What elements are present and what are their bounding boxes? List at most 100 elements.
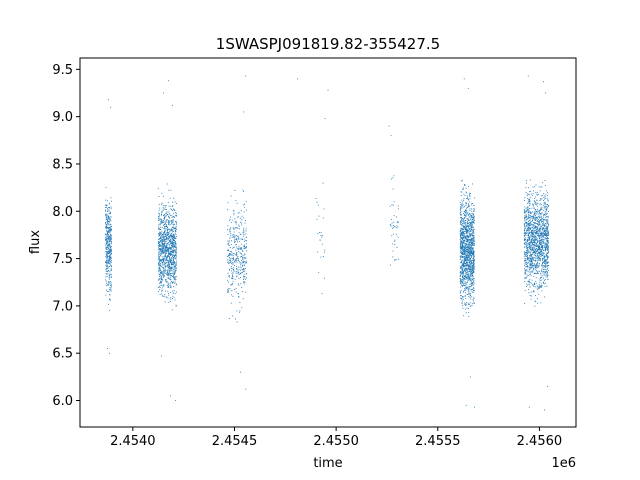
data-point: [240, 243, 242, 245]
data-point: [544, 255, 546, 257]
data-point: [465, 297, 467, 299]
data-point: [529, 259, 531, 261]
data-point: [168, 293, 169, 294]
data-point: [463, 199, 465, 201]
data-point: [163, 245, 165, 247]
data-point: [108, 247, 109, 249]
data-point: [388, 125, 390, 127]
data-point: [539, 190, 541, 192]
data-point: [546, 254, 548, 256]
data-point: [471, 252, 472, 254]
data-point: [467, 250, 468, 252]
data-point: [110, 238, 112, 240]
data-point: [170, 236, 172, 238]
data-point: [540, 209, 541, 210]
data-point: [470, 249, 471, 251]
data-point: [160, 222, 162, 224]
data-point: [524, 229, 526, 231]
data-point: [537, 256, 539, 258]
data-point: [546, 264, 548, 266]
data-point: [471, 241, 473, 243]
data-point: [531, 259, 533, 261]
data-point: [466, 210, 468, 212]
data-point: [534, 265, 536, 267]
data-point: [530, 196, 532, 198]
data-point: [171, 222, 173, 224]
data-point: [539, 252, 541, 254]
data-point: [547, 252, 548, 254]
data-point: [109, 207, 110, 209]
data-point: [106, 206, 107, 208]
data-point: [166, 252, 167, 254]
data-point: [470, 243, 472, 245]
data-point: [468, 248, 470, 250]
data-point: [164, 265, 166, 267]
data-point: [234, 241, 236, 243]
data-point: [539, 215, 541, 217]
data-point: [464, 288, 466, 290]
data-point: [174, 243, 176, 245]
data-point: [460, 233, 462, 235]
data-point: [463, 242, 465, 244]
data-point: [533, 228, 534, 229]
data-point: [525, 245, 527, 247]
data-point: [107, 268, 109, 270]
data-point: [536, 236, 538, 238]
data-point: [539, 278, 541, 280]
data-point: [460, 229, 462, 231]
data-point: [530, 231, 532, 233]
data-point: [167, 202, 169, 203]
data-point: [524, 273, 526, 274]
data-point: [526, 218, 528, 220]
data-point: [109, 255, 111, 257]
data-point: [473, 234, 475, 236]
data-point: [473, 287, 475, 289]
data-point: [526, 223, 528, 225]
data-point: [462, 282, 464, 284]
data-point: [468, 226, 470, 228]
data-point: [471, 237, 473, 239]
data-point: [533, 214, 535, 216]
data-point: [161, 290, 163, 292]
data-point: [105, 223, 106, 225]
data-point: [108, 251, 110, 253]
data-point: [543, 271, 545, 273]
data-point: [466, 272, 468, 274]
data-point: [466, 260, 468, 262]
data-point: [531, 236, 533, 238]
data-point: [320, 232, 322, 233]
data-point: [468, 216, 470, 218]
data-point: [531, 232, 533, 234]
data-point: [462, 225, 464, 227]
data-point: [460, 297, 462, 299]
data-point: [106, 285, 108, 286]
data-point: [231, 294, 233, 296]
data-point: [528, 229, 530, 231]
data-point: [111, 252, 112, 254]
data-point: [534, 239, 536, 241]
data-point: [166, 257, 168, 258]
data-point: [524, 258, 526, 260]
data-point: [170, 282, 171, 284]
data-point: [525, 215, 527, 216]
data-point: [547, 234, 549, 236]
data-point: [463, 235, 465, 237]
data-point: [460, 255, 462, 257]
data-point: [165, 263, 166, 264]
data-point: [464, 304, 466, 306]
data-point: [110, 212, 111, 214]
data-point: [541, 249, 542, 251]
data-point: [547, 233, 549, 235]
data-point: [165, 226, 167, 227]
data-point: [169, 249, 171, 251]
data-point: [243, 245, 245, 247]
data-point: [461, 214, 462, 216]
data-point: [109, 254, 111, 256]
data-point: [167, 286, 169, 288]
data-point: [545, 228, 547, 230]
data-point: [236, 237, 237, 239]
data-point: [163, 275, 165, 277]
data-point: [107, 252, 108, 254]
data-point: [459, 267, 461, 269]
data-point: [471, 238, 473, 240]
